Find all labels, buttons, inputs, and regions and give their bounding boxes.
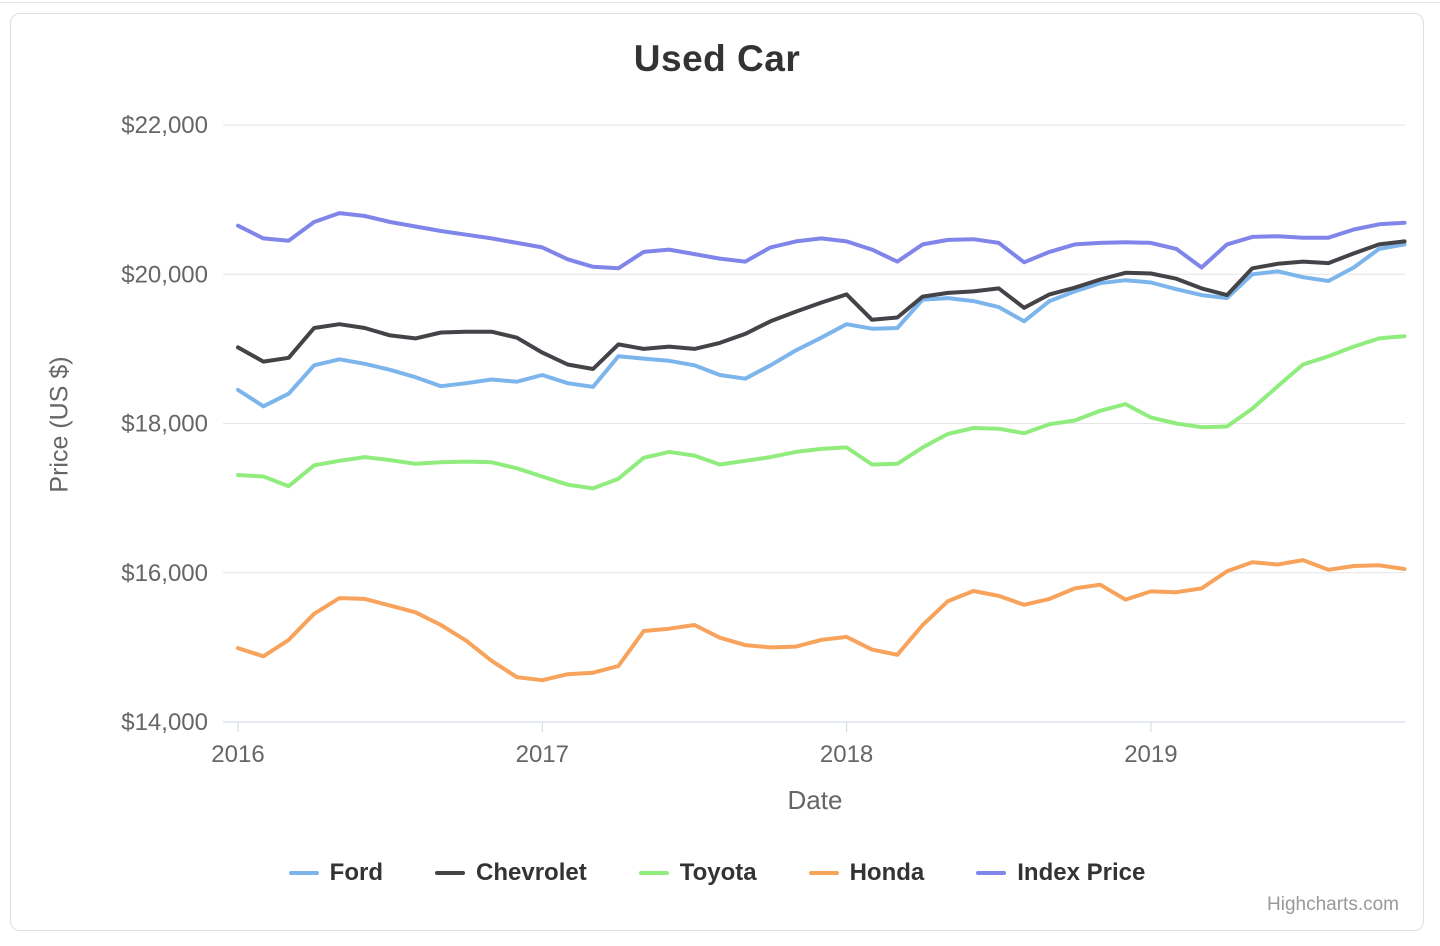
x-axis-title: Date [11,785,1423,816]
series-line-honda[interactable] [236,558,1407,683]
y-axis-label: $22,000 [121,112,208,139]
series-line-toyota[interactable] [236,334,1407,491]
price-chart: $22,000 $20,000 $18,000 $16,000 $14,000 2016… [121,112,1407,768]
series-line-chevrolet[interactable] [236,239,1407,371]
legend-label: Chevrolet [476,859,587,886]
legend-label: Toyota [679,859,757,886]
legend-marker-ford [288,871,319,875]
highcharts-credit[interactable]: Highcharts.com [1267,894,1399,915]
top-divider [0,2,1440,3]
y-axis-label: $16,000 [121,560,208,587]
x-axis-label: 2019 [1124,741,1177,768]
y-axis-label: $14,000 [121,709,208,736]
legend-item-index-price[interactable]: Index Price [976,859,1145,887]
series-layer [236,211,1407,683]
legend-label: Honda [849,859,925,886]
legend-item-ford[interactable]: Ford [288,859,383,887]
y-axis-label: $20,000 [121,261,208,288]
legend-marker-chevrolet [435,871,465,875]
legend-item-honda[interactable]: Honda [808,859,925,887]
legend-label: Ford [329,859,383,886]
x-axis-label: 2018 [820,741,873,768]
legend-marker-honda [808,871,839,875]
series-line-ford[interactable] [236,242,1407,409]
legend-marker-toyota [638,871,669,875]
y-axis-label: $18,000 [121,411,208,438]
legend-item-chevrolet[interactable]: Chevrolet [435,859,587,887]
legend-marker-index-price [976,871,1007,875]
axis-layer: 2016 2017 2018 2019 [211,721,1405,768]
grid-layer: $22,000 $20,000 $18,000 $16,000 $14,000 [121,112,1405,736]
chart-title: Used Car [633,38,801,79]
series-line-index-price[interactable] [236,211,1407,271]
legend-label: Index Price [1017,859,1146,886]
legend-item-toyota[interactable]: Toyota [638,859,757,887]
chart-card: Used Car Price (US $) $22,000 $20,000 $18,… [10,13,1424,931]
x-axis-title-text: Date [787,785,843,815]
x-axis-label: 2016 [211,741,264,768]
chart-legend: Ford Chevrolet Toyota Honda Index Price [11,859,1423,887]
x-axis-label: 2017 [516,741,569,768]
